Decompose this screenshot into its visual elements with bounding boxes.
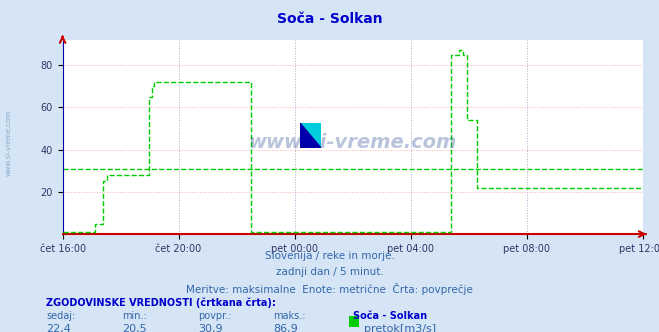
Text: sedaj:: sedaj:: [46, 311, 75, 321]
Text: Soča - Solkan: Soča - Solkan: [353, 311, 426, 321]
Polygon shape: [300, 123, 321, 148]
Text: 30,9: 30,9: [198, 324, 222, 332]
Polygon shape: [300, 123, 321, 148]
Text: Slovenija / reke in morje.: Slovenija / reke in morje.: [264, 251, 395, 261]
Text: ZGODOVINSKE VREDNOSTI (črtkana črta):: ZGODOVINSKE VREDNOSTI (črtkana črta):: [46, 297, 276, 308]
Text: 86,9: 86,9: [273, 324, 299, 332]
Text: zadnji dan / 5 minut.: zadnji dan / 5 minut.: [275, 267, 384, 277]
Text: Soča - Solkan: Soča - Solkan: [277, 12, 382, 26]
Text: maks.:: maks.:: [273, 311, 306, 321]
Text: min.:: min.:: [122, 311, 147, 321]
Text: pretok[m3/s]: pretok[m3/s]: [364, 324, 436, 332]
Text: Meritve: maksimalne  Enote: metrične  Črta: povprečje: Meritve: maksimalne Enote: metrične Črta…: [186, 283, 473, 294]
Text: 20,5: 20,5: [122, 324, 146, 332]
Text: www.si-vreme.com: www.si-vreme.com: [248, 133, 457, 152]
Text: www.si-vreme.com: www.si-vreme.com: [5, 110, 11, 176]
Text: 22,4: 22,4: [46, 324, 71, 332]
Text: povpr.:: povpr.:: [198, 311, 231, 321]
